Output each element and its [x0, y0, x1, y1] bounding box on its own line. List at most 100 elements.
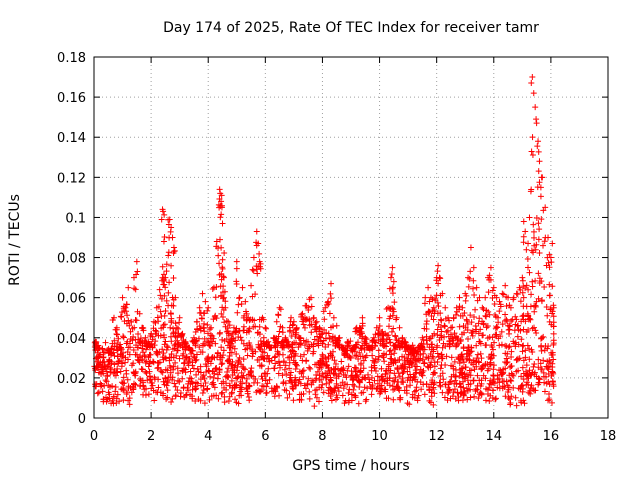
data-point	[490, 366, 497, 373]
y-axis-label: ROTI / TECUs	[7, 194, 23, 286]
data-point	[426, 308, 433, 315]
data-point	[301, 382, 308, 389]
data-point	[206, 342, 213, 349]
data-point	[108, 350, 115, 357]
data-point	[198, 382, 205, 389]
data-point	[387, 355, 394, 362]
data-point	[425, 284, 432, 291]
data-point	[192, 397, 199, 404]
data-point	[534, 143, 541, 150]
data-point	[439, 290, 446, 297]
data-point	[381, 378, 388, 385]
data-point	[486, 311, 493, 318]
data-point	[528, 291, 535, 298]
data-point	[258, 353, 265, 360]
data-point	[164, 387, 171, 394]
data-point	[226, 353, 233, 360]
data-point	[238, 337, 245, 344]
data-point	[390, 278, 397, 285]
data-point	[413, 363, 420, 370]
data-point	[323, 380, 330, 387]
data-point	[541, 388, 548, 395]
data-point	[532, 277, 539, 284]
data-point	[520, 370, 527, 377]
data-point	[370, 334, 377, 341]
data-point	[248, 372, 255, 379]
data-point	[376, 383, 383, 390]
data-point	[356, 324, 363, 331]
data-point	[474, 297, 481, 304]
data-point	[213, 238, 220, 245]
data-point	[290, 397, 297, 404]
data-point	[327, 385, 334, 392]
data-point	[128, 318, 135, 325]
data-point	[537, 184, 544, 191]
x-tick-labels: 0 2 4 6 8 10 12 14 16 18	[90, 429, 616, 444]
data-point	[161, 312, 168, 319]
data-point	[434, 332, 441, 339]
data-point	[437, 372, 444, 379]
data-point	[310, 341, 317, 348]
data-point	[405, 344, 412, 351]
data-point	[112, 384, 119, 391]
data-point	[230, 324, 237, 331]
data-point	[515, 355, 522, 362]
x-tick-label: 12	[428, 429, 445, 444]
data-point	[400, 368, 407, 375]
data-point	[359, 353, 366, 360]
data-point	[302, 385, 309, 392]
data-point	[194, 380, 201, 387]
data-point	[396, 356, 403, 363]
data-point	[220, 283, 227, 290]
data-point	[111, 361, 118, 368]
data-point	[548, 399, 555, 406]
data-point	[133, 317, 140, 324]
data-point	[312, 319, 319, 326]
data-point	[490, 362, 497, 369]
data-point	[470, 377, 477, 384]
data-point	[285, 343, 292, 350]
data-point	[537, 193, 544, 200]
data-point	[345, 390, 352, 397]
data-point	[402, 338, 409, 345]
data-point	[273, 318, 280, 325]
data-point	[123, 301, 130, 308]
data-point	[296, 397, 303, 404]
data-point	[519, 289, 526, 296]
data-point	[196, 304, 203, 311]
data-point	[220, 273, 227, 280]
data-point	[161, 278, 168, 285]
data-point	[235, 301, 242, 308]
data-point	[94, 364, 101, 371]
data-point	[233, 367, 240, 374]
data-point	[170, 302, 177, 309]
data-point	[430, 348, 437, 355]
data-point	[275, 370, 282, 377]
data-point	[238, 369, 245, 376]
data-point	[208, 393, 215, 400]
data-point	[237, 378, 244, 385]
data-point	[155, 364, 162, 371]
data-point	[199, 290, 206, 297]
data-point	[118, 363, 125, 370]
data-point	[460, 384, 467, 391]
data-point	[98, 381, 105, 388]
data-point	[359, 314, 366, 321]
data-point	[114, 369, 121, 376]
data-point	[340, 385, 347, 392]
data-point	[418, 386, 425, 393]
data-point	[527, 188, 534, 195]
data-point	[448, 362, 455, 369]
data-point	[289, 322, 296, 329]
data-point	[519, 382, 526, 389]
data-point	[329, 389, 336, 396]
data-point	[307, 365, 314, 372]
data-point	[251, 317, 258, 324]
data-point	[256, 323, 263, 330]
data-point	[159, 346, 166, 353]
data-point	[155, 384, 162, 391]
data-point	[478, 366, 485, 373]
data-point	[160, 331, 167, 338]
data-point	[550, 356, 557, 363]
